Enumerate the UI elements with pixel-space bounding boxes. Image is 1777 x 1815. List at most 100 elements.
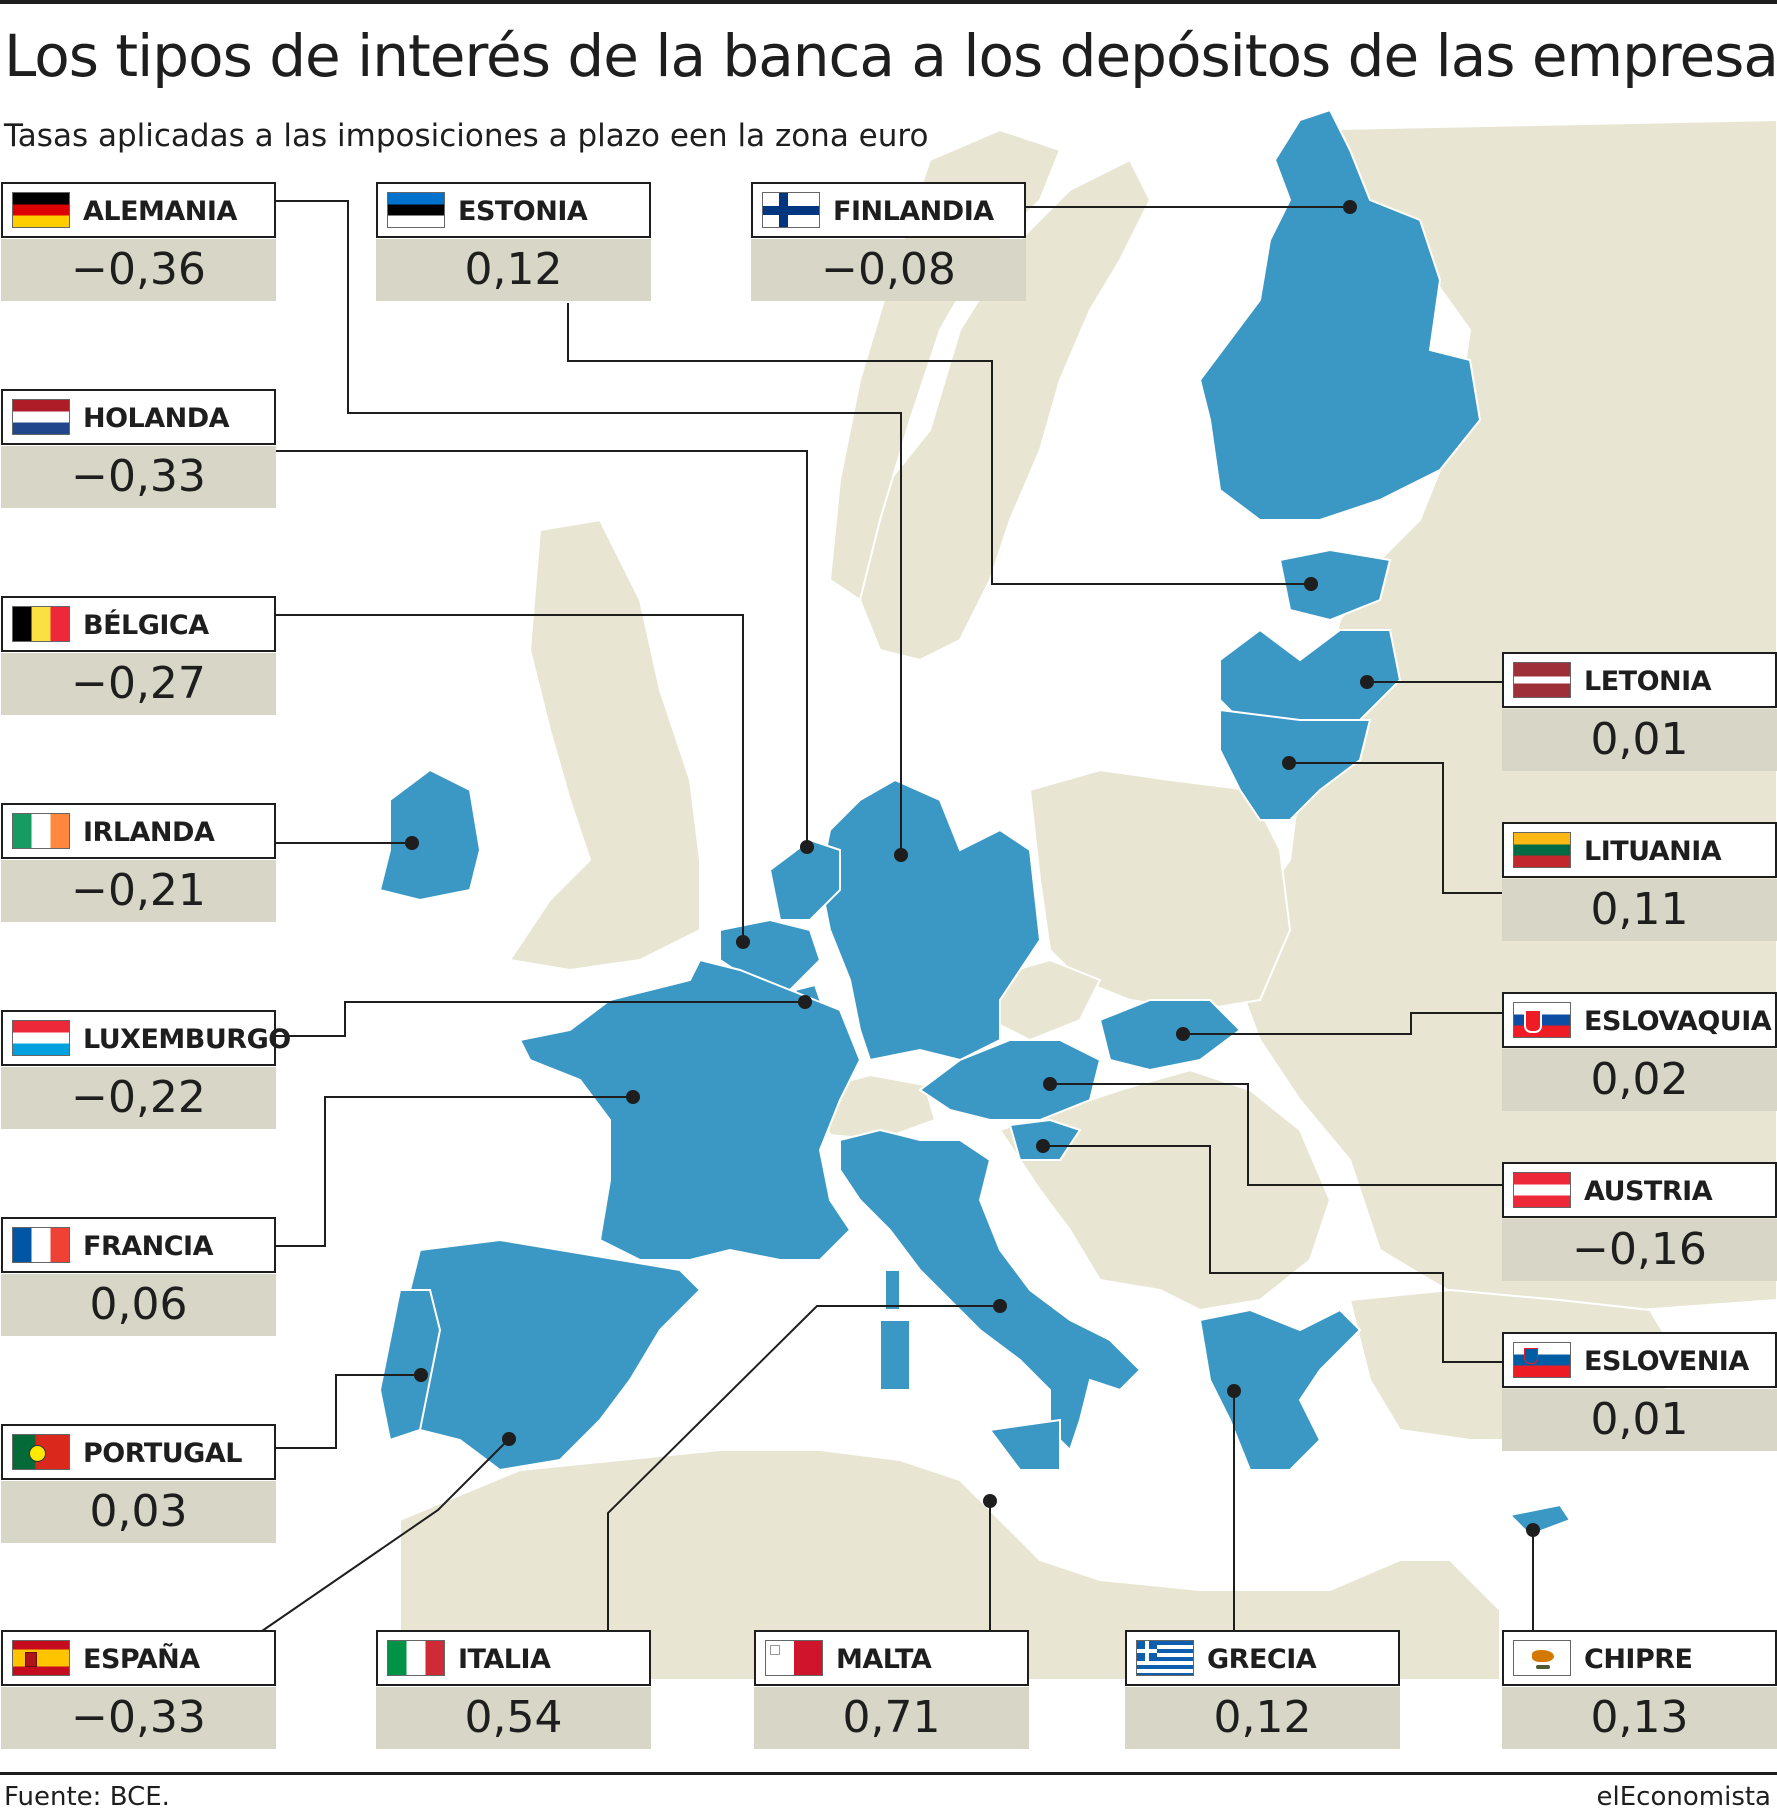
dot-espana — [502, 1432, 516, 1446]
flag-estonia-icon — [387, 192, 445, 228]
chart-subtitle: Tasas aplicadas a las imposiciones a pla… — [4, 118, 929, 154]
dot-finlandia — [1343, 200, 1357, 214]
country-card-letonia: LETONIA 0,01 — [1502, 652, 1777, 772]
rate-value: −0,27 — [1, 653, 276, 715]
dot-belgica — [736, 935, 750, 949]
flag-cyprus-icon — [1513, 1640, 1571, 1676]
rate-value: 0,06 — [1, 1274, 276, 1336]
eurozone-countries — [378, 108, 1572, 1537]
country-name: LITUANIA — [1584, 836, 1722, 867]
source-note: Fuente: BCE. — [4, 1782, 170, 1812]
flag-latvia-icon — [1513, 662, 1571, 698]
card-header: LITUANIA — [1502, 822, 1777, 878]
rate-value: 0,03 — [1, 1481, 276, 1543]
rate-value: 0,11 — [1502, 879, 1777, 941]
country-name: ESLOVAQUIA — [1584, 1006, 1772, 1037]
country-card-espana: ESPAÑA −0,33 — [1, 1630, 276, 1750]
country-card-malta: MALTA 0,71 — [754, 1630, 1029, 1750]
leader-holanda — [276, 450, 808, 847]
sardinia-shape — [879, 1319, 911, 1391]
card-header: IRLANDA — [1, 803, 276, 859]
country-card-luxemburgo: LUXEMBURGO −0,22 — [1, 1010, 291, 1130]
rate-value: −0,33 — [1, 1687, 276, 1749]
country-name: MALTA — [836, 1644, 932, 1675]
flag-ireland-icon — [12, 813, 70, 849]
rate-value: 0,01 — [1502, 1389, 1777, 1451]
leader-alemania — [236, 200, 902, 855]
dot-irlanda — [405, 836, 419, 850]
card-header: ESTONIA — [376, 182, 651, 238]
country-name: FINLANDIA — [833, 196, 994, 227]
card-header: GRECIA — [1125, 1630, 1400, 1686]
card-header: FRANCIA — [1, 1217, 276, 1273]
country-card-portugal: PORTUGAL 0,03 — [1, 1424, 276, 1544]
leader-francia — [276, 1096, 633, 1247]
leader-belgica — [276, 614, 744, 942]
flag-greece-icon — [1136, 1640, 1194, 1676]
country-name: GRECIA — [1207, 1644, 1317, 1675]
card-header: MALTA — [754, 1630, 1029, 1686]
uk-land — [508, 518, 701, 972]
card-header: AUSTRIA — [1502, 1162, 1777, 1218]
norway-coast — [828, 128, 1062, 602]
dot-francia — [626, 1090, 640, 1104]
country-name: AUSTRIA — [1584, 1176, 1713, 1207]
cyprus-shape — [1507, 1503, 1572, 1537]
italy-shape — [839, 1128, 1142, 1452]
chart-title: Los tipos de interés de la banca a los d… — [4, 22, 1777, 90]
flag-slovakia-icon — [1513, 1002, 1571, 1038]
dot-lituania — [1282, 756, 1296, 770]
country-card-eslovenia: ESLOVENIA 0,01 — [1502, 1332, 1777, 1452]
dot-holanda — [800, 840, 814, 854]
country-card-austria: AUSTRIA −0,16 — [1502, 1162, 1777, 1282]
country-card-estonia: ESTONIA 0,12 — [376, 182, 651, 302]
flag-netherlands-icon — [12, 399, 70, 435]
country-card-grecia: GRECIA 0,12 — [1125, 1630, 1400, 1750]
country-card-belgica: BÉLGICA −0,27 — [1, 596, 276, 716]
leader-luxemburgo — [276, 1001, 805, 1037]
dot-alemania — [894, 848, 908, 862]
country-name: FRANCIA — [83, 1231, 213, 1262]
leader-lituania — [1289, 762, 1503, 894]
rate-value: −0,33 — [1, 446, 276, 508]
leader-estonia — [567, 303, 1311, 585]
country-name: ESLOVENIA — [1584, 1346, 1749, 1377]
flag-france-icon — [12, 1227, 70, 1263]
poland-land — [1028, 768, 1292, 1012]
corsica-shape — [884, 1269, 901, 1311]
country-name: IRLANDA — [83, 817, 215, 848]
rate-value: −0,08 — [751, 239, 1026, 301]
rate-value: −0,21 — [1, 860, 276, 922]
dot-portugal — [414, 1368, 428, 1382]
country-name: ALEMANIA — [83, 196, 237, 227]
country-name: ESTONIA — [458, 196, 588, 227]
country-card-francia: FRANCIA 0,06 — [1, 1217, 276, 1337]
dot-eslovenia — [1036, 1139, 1050, 1153]
leader-dots — [405, 200, 1540, 1537]
flag-italy-icon — [387, 1640, 445, 1676]
brand-logo: elEconomista — [1596, 1782, 1771, 1812]
dot-chipre — [1526, 1523, 1540, 1537]
dot-estonia — [1304, 577, 1318, 591]
card-header: LETONIA — [1502, 652, 1777, 708]
austria-shape — [918, 1039, 1102, 1121]
dot-eslovaquia — [1176, 1027, 1190, 1041]
dot-austria — [1043, 1077, 1057, 1091]
dot-luxemburgo — [798, 995, 812, 1009]
country-card-lituania: LITUANIA 0,11 — [1502, 822, 1777, 942]
card-header: LUXEMBURGO — [1, 1010, 291, 1066]
rate-value: 0,54 — [376, 1687, 651, 1749]
country-name: ITALIA — [458, 1644, 551, 1675]
flag-belgium-icon — [12, 606, 70, 642]
card-header: FINLANDIA — [751, 182, 1026, 238]
country-card-finlandia: FINLANDIA −0,08 — [751, 182, 1026, 302]
bottom-rule — [0, 1772, 1777, 1775]
portugal-shape — [378, 1289, 442, 1442]
country-card-chipre: CHIPRE 0,13 — [1502, 1630, 1777, 1750]
top-rule — [0, 0, 1777, 4]
card-header: PORTUGAL — [1, 1424, 276, 1480]
estonia-shape — [1278, 548, 1392, 622]
rate-value: −0,22 — [1, 1067, 276, 1129]
finland-shape — [1198, 108, 1482, 521]
flag-finland-icon — [762, 192, 820, 228]
